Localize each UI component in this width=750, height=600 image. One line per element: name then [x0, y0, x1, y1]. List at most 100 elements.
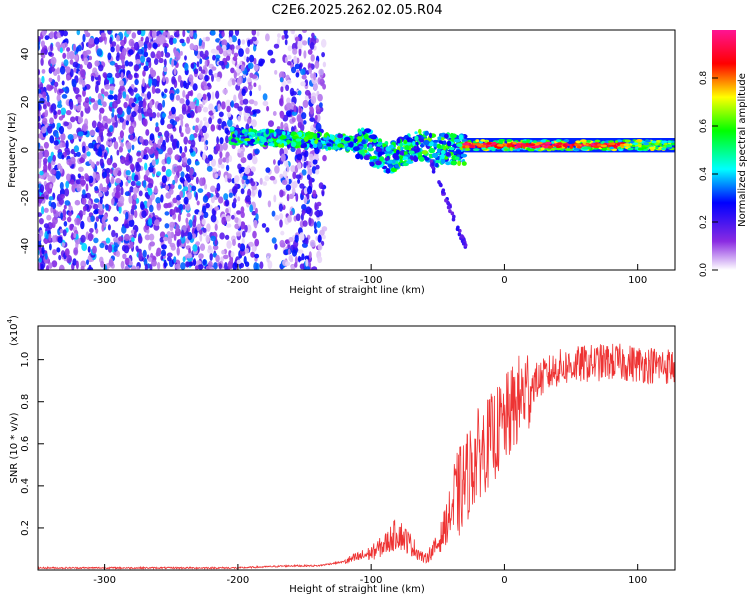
heatmap-cell [76, 217, 81, 226]
heatmap-cell [522, 140, 527, 144]
heatmap-cell [195, 192, 199, 201]
heatmap-cell [308, 251, 312, 259]
heatmap-cell [125, 170, 131, 176]
heatmap-cell [234, 175, 240, 183]
heatmap-cell [307, 168, 313, 176]
heatmap-cell [136, 162, 140, 169]
heatmap-cell [313, 133, 318, 139]
heatmap-cell [428, 142, 433, 147]
heatmap-cell [201, 218, 206, 225]
heatmap-cell [187, 225, 191, 233]
heatmap-cell [124, 257, 130, 266]
heatmap-cell [56, 122, 61, 128]
heatmap-cell [77, 96, 82, 104]
heatmap-cell [75, 179, 82, 185]
heatmap-cell [38, 234, 42, 242]
heatmap-cell [61, 94, 68, 99]
heatmap-cell [176, 140, 180, 149]
heatmap-cell [50, 67, 56, 72]
heatmap-cell [392, 153, 399, 159]
heatmap-cell [43, 164, 48, 172]
heatmap-cell [73, 247, 79, 256]
heatmap-cell [79, 157, 84, 164]
heatmap-cell [90, 75, 95, 82]
heatmap-cell [118, 236, 124, 242]
heatmap-cell [627, 147, 634, 151]
heatmap-cell [154, 219, 160, 227]
heatmap-cell [202, 195, 209, 203]
heatmap-cell [438, 182, 443, 187]
heatmap-cell [212, 54, 216, 61]
heatmap-cell [72, 61, 79, 68]
heatmap-cell [301, 210, 305, 216]
heatmap-cell [143, 65, 149, 72]
heatmap-cell [137, 157, 143, 163]
heatmap-cell [540, 147, 545, 151]
heatmap-cell [358, 145, 364, 149]
heatmap-cell [154, 150, 159, 157]
heatmap-cell [128, 38, 135, 47]
heatmap-cell [196, 61, 200, 68]
heatmap-cell [241, 237, 245, 246]
heatmap-cell [82, 210, 86, 216]
heatmap-cell [99, 125, 105, 132]
heatmap-cell [167, 256, 172, 262]
heatmap-cell [162, 112, 167, 118]
heatmap-cell [46, 84, 51, 91]
heatmap-cell [444, 133, 449, 139]
heatmap-cell [169, 242, 176, 248]
heatmap-cell [47, 162, 52, 171]
heatmap-cell [376, 141, 383, 146]
heatmap-cell [291, 117, 296, 123]
heatmap-cell [251, 119, 257, 128]
heatmap-cell [147, 182, 154, 189]
heatmap-cell [38, 36, 41, 42]
heatmap-cell [144, 263, 148, 270]
heatmap-cell [187, 158, 192, 166]
heatmap-cell [279, 213, 284, 220]
heatmap-cell [133, 230, 137, 239]
heatmap-cell [134, 72, 138, 78]
heatmap-cell [69, 59, 74, 65]
heatmap-cell [250, 138, 256, 143]
heatmap-cell [196, 106, 202, 113]
heatmap-cell [239, 243, 246, 252]
heatmap-cell [248, 99, 255, 105]
y-tick-label: 0.8 [20, 394, 31, 410]
heatmap-cell [101, 224, 105, 232]
heatmap-cell [225, 199, 229, 207]
heatmap-cell [210, 196, 215, 204]
heatmap-cell [93, 198, 100, 203]
heatmap-cell [192, 244, 198, 252]
heatmap-cell [109, 85, 115, 91]
heatmap-cell [235, 68, 242, 74]
heatmap-cell [526, 147, 531, 151]
heatmap-cell [464, 148, 471, 152]
heatmap-cell [251, 74, 258, 79]
heatmap-cell [258, 84, 262, 92]
heatmap-cell [53, 110, 57, 116]
heatmap-cell [143, 139, 149, 146]
heatmap-cell [225, 157, 230, 164]
heatmap-cell [108, 259, 114, 267]
heatmap-cell [161, 165, 166, 172]
heatmap-cell [136, 151, 142, 157]
heatmap-cell [249, 111, 253, 116]
heatmap-cell [183, 136, 188, 145]
heatmap-cell [283, 30, 288, 36]
heatmap-cell [293, 105, 297, 113]
heatmap-cell [131, 237, 135, 243]
heatmap-cell [64, 188, 70, 197]
heatmap-cell [240, 206, 245, 214]
heatmap-cell [534, 145, 540, 149]
colorbar-tick-label: 0.4 [699, 167, 709, 182]
heatmap-cell [146, 107, 153, 116]
heatmap-cell [128, 125, 135, 135]
heatmap-cell [663, 142, 668, 146]
heatmap-cell [103, 152, 107, 160]
heatmap-cell [63, 59, 69, 67]
heatmap-cell [563, 139, 570, 143]
heatmap-cell [267, 200, 272, 208]
heatmap-cell [311, 266, 318, 270]
